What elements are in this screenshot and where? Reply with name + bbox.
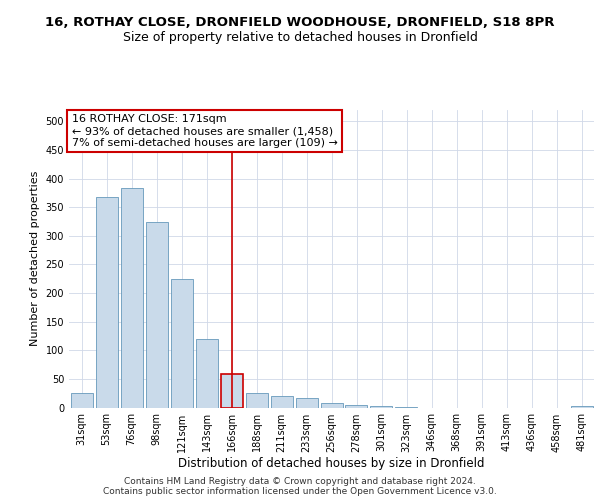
Bar: [395, 407, 418, 408]
Text: Size of property relative to detached houses in Dronfield: Size of property relative to detached ho…: [122, 31, 478, 44]
Bar: [320, 404, 343, 407]
Bar: [121, 188, 143, 408]
Bar: [296, 398, 317, 407]
X-axis label: Distribution of detached houses by size in Dronfield: Distribution of detached houses by size …: [178, 458, 485, 470]
Text: 16, ROTHAY CLOSE, DRONFIELD WOODHOUSE, DRONFIELD, S18 8PR: 16, ROTHAY CLOSE, DRONFIELD WOODHOUSE, D…: [45, 16, 555, 29]
Text: Contains HM Land Registry data © Crown copyright and database right 2024.: Contains HM Land Registry data © Crown c…: [124, 477, 476, 486]
Text: Contains public sector information licensed under the Open Government Licence v3: Contains public sector information licen…: [103, 487, 497, 496]
Bar: [245, 392, 268, 407]
Bar: [170, 279, 193, 407]
Bar: [571, 406, 593, 407]
Text: 16 ROTHAY CLOSE: 171sqm
← 93% of detached houses are smaller (1,458)
7% of semi-: 16 ROTHAY CLOSE: 171sqm ← 93% of detache…: [71, 114, 337, 148]
Bar: [196, 339, 218, 407]
Bar: [370, 406, 392, 408]
Bar: [271, 396, 293, 407]
Bar: [346, 404, 367, 407]
Bar: [95, 197, 118, 408]
Bar: [71, 392, 92, 407]
Bar: [146, 222, 167, 408]
Bar: [221, 374, 242, 408]
Y-axis label: Number of detached properties: Number of detached properties: [30, 171, 40, 346]
